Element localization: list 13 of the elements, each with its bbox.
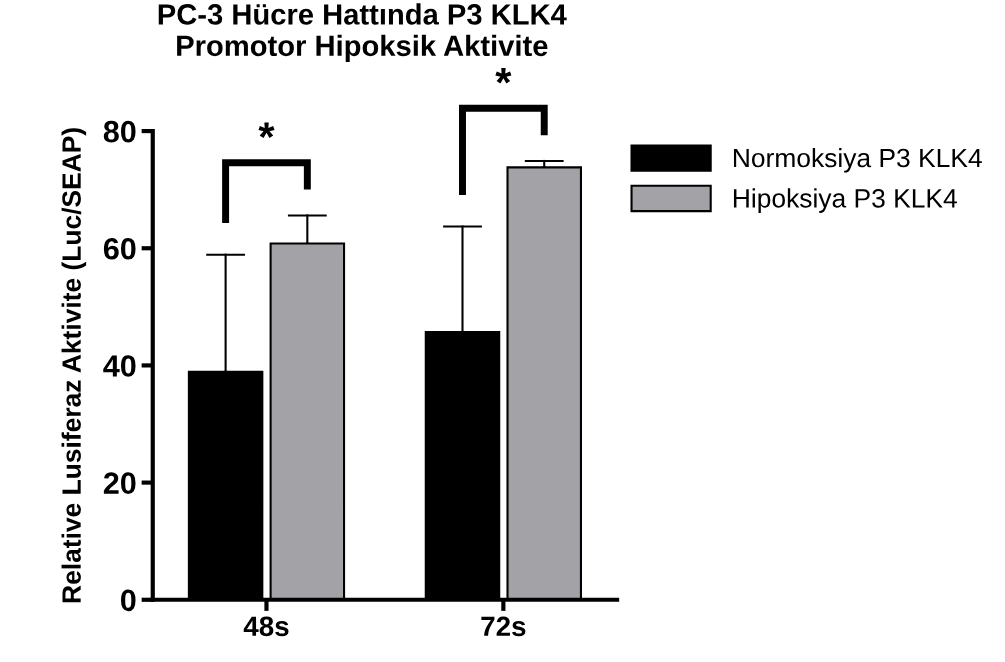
x-tick-label: 72s	[481, 616, 526, 637]
y-axis-title: Relative Lusiferaz Aktivite (Luc/SEAP)	[61, 128, 87, 603]
y-tick-label: 80	[103, 120, 136, 143]
text: *	[495, 67, 512, 84]
legend-label: Normoksiya P3 KLK4	[733, 147, 982, 173]
y-tick-label: 60	[103, 237, 136, 260]
y-tick-label: 40	[103, 355, 136, 377]
y-tick-label: 20	[103, 472, 136, 494]
chart-title: PC-3 Hücre Hattında P3 KLK4 Promotor Hipoksik Aktivite	[158, 3, 567, 62]
y-tick-label: 0	[121, 589, 136, 612]
legend-label: Hipoksiya P3 KLK4	[733, 188, 957, 213]
x-tick-label: 48s	[243, 616, 289, 637]
annotation: *	[258, 122, 275, 138]
